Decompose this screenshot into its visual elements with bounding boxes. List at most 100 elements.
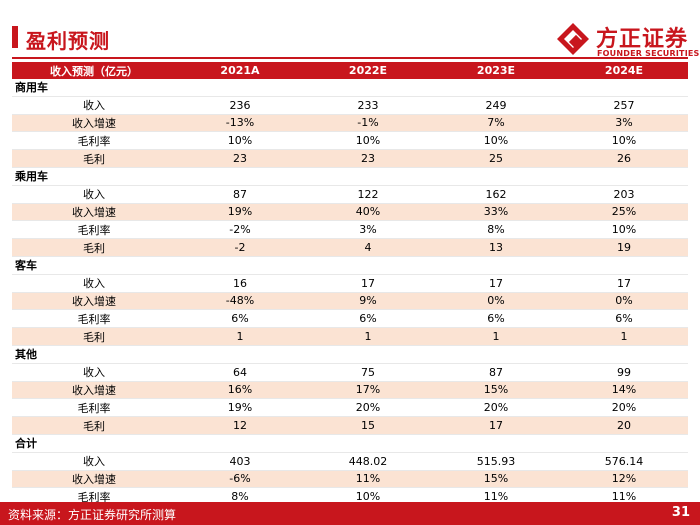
table-cell: 10% (176, 131, 304, 151)
table-row: 收入增速 -6% 11% 15% 12% (12, 470, 688, 489)
table-cell: 17 (304, 274, 432, 293)
table-cell: 17% (304, 381, 432, 400)
table-cell: 10% (560, 131, 688, 151)
table-cell: 203 (560, 185, 688, 204)
founder-securities-logo: 方正证券 FOUNDER SECURITIES (556, 20, 699, 64)
table-cell: -2 (176, 238, 304, 257)
table-cell: 64 (176, 363, 304, 382)
section-label: 合计 (12, 434, 688, 453)
table-row: 毛利 12 15 17 20 (12, 416, 688, 435)
table-row: 毛利 -2 4 13 19 (12, 238, 688, 257)
row-label: 收入 (12, 96, 176, 115)
table-cell: 11% (304, 470, 432, 489)
row-label: 收入增速 (12, 203, 176, 222)
table-cell: 8% (432, 220, 560, 240)
table-cell: 16 (176, 274, 304, 293)
row-label: 毛利 (12, 327, 176, 346)
table-cell: 6% (304, 309, 432, 329)
row-label: 收入 (12, 185, 176, 204)
section-row: 乘用车 (12, 167, 688, 186)
table-body: 商用车 收入 236 233 249 257 收入增速 -13% -1% 7% 3% 毛利率 10% 10… (12, 79, 688, 524)
table-cell: 9% (304, 292, 432, 311)
table-row: 收入 87 122 162 203 (12, 185, 688, 204)
row-label: 收入增速 (12, 381, 176, 400)
section-label: 乘用车 (12, 167, 688, 186)
table-cell: 7% (432, 114, 560, 133)
table-cell: 14% (560, 381, 688, 400)
table-row: 毛利率 -2% 3% 8% 10% (12, 220, 688, 240)
table-row: 收入增速 19% 40% 33% 25% (12, 203, 688, 222)
section-label: 商用车 (12, 79, 688, 97)
column-header: 2023E (432, 62, 560, 79)
table-cell: 1 (432, 327, 560, 346)
table-header-row: 收入预测（亿元） 2021A 2022E 2023E 2024E (12, 62, 688, 79)
table-row: 收入 64 75 87 99 (12, 363, 688, 382)
table-cell: 6% (432, 309, 560, 329)
table-cell: -2% (176, 220, 304, 240)
founder-logo-icon (557, 23, 589, 55)
table-cell: 99 (560, 363, 688, 382)
source-note: 资料来源：方正证券研究所测算 (8, 508, 177, 522)
table-cell: 3% (304, 220, 432, 240)
table-cell: 6% (560, 309, 688, 329)
table-cell: 17 (432, 274, 560, 293)
table-cell: 25% (560, 203, 688, 222)
table-row: 毛利 1 1 1 1 (12, 327, 688, 346)
table-row: 收入 16 17 17 17 (12, 274, 688, 293)
table-cell: 20% (304, 398, 432, 418)
logo-text-cn: 方正证券 (596, 27, 689, 52)
table-row: 毛利率 8% 10% 11% 11% (12, 487, 688, 507)
table-cell: 25 (432, 149, 560, 168)
table-cell: 20% (432, 398, 560, 418)
table-cell: 0% (560, 292, 688, 311)
section-label: 其他 (12, 345, 688, 364)
row-label: 收入增速 (12, 114, 176, 133)
table-row: 收入 236 233 249 257 (12, 96, 688, 115)
column-header: 2022E (304, 62, 432, 79)
table-cell: -48% (176, 292, 304, 311)
table-cell: 576.14 (560, 452, 688, 471)
table-cell: 20% (560, 398, 688, 418)
table-cell: 17 (560, 274, 688, 293)
table-cell: 15% (432, 381, 560, 400)
table-cell: 19 (560, 238, 688, 257)
table-cell: 33% (432, 203, 560, 222)
table-cell: 233 (304, 96, 432, 115)
forecast-table: 收入预测（亿元） 2021A 2022E 2023E 2024E 商用车 收入 23… (12, 62, 688, 524)
table-row: 毛利率 6% 6% 6% 6% (12, 309, 688, 329)
table-cell: 4 (304, 238, 432, 257)
table-cell: 0% (432, 292, 560, 311)
title-accent-bar (12, 26, 18, 48)
table-cell: 515.93 (432, 452, 560, 471)
column-header: 2021A (176, 62, 304, 79)
table-cell: 23 (176, 149, 304, 168)
table-cell: 122 (304, 185, 432, 204)
page-title: 盈利预测 (26, 29, 110, 53)
row-label: 收入增速 (12, 470, 176, 489)
section-row: 其他 (12, 345, 688, 364)
table-cell: 257 (560, 96, 688, 115)
table-cell: 3% (560, 114, 688, 133)
row-label: 收入 (12, 363, 176, 382)
table-row: 毛利率 10% 10% 10% 10% (12, 131, 688, 151)
table-cell: 26 (560, 149, 688, 168)
table-cell: 87 (176, 185, 304, 204)
table-cell: -13% (176, 114, 304, 133)
table-cell: 75 (304, 363, 432, 382)
table-cell: 40% (304, 203, 432, 222)
footer-bar (0, 502, 700, 525)
table-row: 收入增速 -13% -1% 7% 3% (12, 114, 688, 133)
column-header: 2024E (560, 62, 688, 79)
section-row: 客车 (12, 256, 688, 275)
table-row: 毛利率 19% 20% 20% 20% (12, 398, 688, 418)
table-cell: -1% (304, 114, 432, 133)
table-cell: 249 (432, 96, 560, 115)
table-cell: 15% (432, 470, 560, 489)
table-cell: 6% (176, 309, 304, 329)
table-cell: -6% (176, 470, 304, 489)
table-cell: 1 (176, 327, 304, 346)
table-cell: 12% (560, 470, 688, 489)
table-cell: 13 (432, 238, 560, 257)
table-cell: 403 (176, 452, 304, 471)
table-cell: 10% (432, 131, 560, 151)
